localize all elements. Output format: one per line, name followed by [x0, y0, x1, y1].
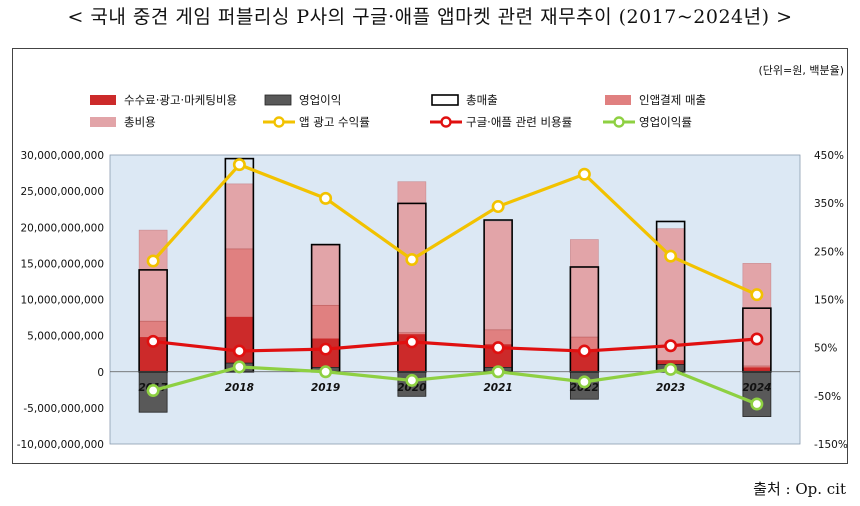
- legend-swatch: [431, 94, 459, 106]
- line-point-1: [405, 335, 419, 349]
- left-axis-tick-label: 0: [97, 367, 104, 379]
- line-point-0: [405, 253, 419, 267]
- right-axis-tick-label: 450%: [814, 150, 844, 162]
- legend-swatch: [605, 95, 631, 105]
- left-axis-tick-label: -10,000,000,000: [17, 439, 104, 451]
- left-axis-tick-label: -5,000,000,000: [23, 403, 104, 415]
- right-axis-tick-label: -50%: [814, 391, 841, 403]
- left-axis-tick-label: 25,000,000,000: [21, 186, 105, 198]
- line-point-0: [577, 167, 591, 181]
- right-axis-tick-label: 50%: [814, 343, 837, 355]
- bar-fee-ad-marketing: [570, 351, 599, 372]
- left-axis-tick-label: 5,000,000,000: [27, 331, 104, 343]
- line-point-0: [664, 249, 678, 263]
- legend-label: 앱 광고 수익률: [299, 115, 370, 129]
- plot-background: [109, 154, 801, 445]
- legend-swatch: [90, 117, 116, 127]
- bar-operating-profit: [742, 371, 772, 417]
- left-axis-tick-label: 20,000,000,000: [21, 222, 105, 234]
- legend-marker: [273, 116, 285, 128]
- legend-label: 인앱결제 매출: [639, 93, 706, 107]
- line-point-1: [750, 332, 764, 346]
- line-point-2: [146, 384, 160, 398]
- line-point-1: [146, 334, 160, 348]
- x-axis-category-label: 2019: [311, 382, 340, 394]
- line-point-1: [491, 341, 505, 355]
- right-axis-tick-label: -150%: [814, 439, 848, 451]
- line-point-0: [232, 158, 246, 172]
- line-series-0: [151, 163, 758, 297]
- legend-label: 총비용: [124, 115, 156, 129]
- line-point-1: [664, 339, 678, 353]
- line-point-1: [319, 342, 333, 356]
- line-point-0: [491, 200, 505, 214]
- legend-label: 영업이익률: [639, 115, 692, 129]
- line-point-2: [664, 362, 678, 376]
- left-axis-tick-label: 10,000,000,000: [21, 295, 105, 307]
- right-axis-tick-label: 150%: [814, 295, 844, 307]
- legend-label: 구글·애플 관련 비용률: [466, 115, 572, 129]
- legend-swatch: [264, 94, 292, 106]
- page-title: < 국내 중견 게임 퍼블리싱 P사의 구글·애플 앱마켓 관련 재무추이 (2…: [67, 6, 793, 28]
- line-point-2: [750, 397, 764, 411]
- line-point-1: [232, 344, 246, 358]
- unit-note: (단위=원, 백분율): [758, 64, 844, 77]
- line-point-0: [750, 288, 764, 302]
- x-axis-category-label: 2018: [225, 382, 254, 394]
- legend-label: 총매출: [466, 93, 498, 107]
- line-point-1: [577, 344, 591, 358]
- bar-fee-ad-marketing: [742, 367, 771, 372]
- bar-total-cost: [742, 263, 772, 373]
- x-axis-category-label: 2023: [656, 382, 685, 394]
- right-axis-tick-label: 350%: [814, 198, 844, 210]
- right-axis-tick-label: 250%: [814, 246, 844, 258]
- left-axis-tick-label: 15,000,000,000: [21, 258, 105, 270]
- legend-label: 영업이익: [299, 93, 341, 107]
- left-axis-tick-label: 30,000,000,000: [21, 150, 105, 162]
- line-point-2: [491, 365, 505, 379]
- line-point-2: [577, 375, 591, 389]
- legend-label: 수수료·광고·마케팅비용: [124, 93, 237, 107]
- legend-marker: [613, 116, 625, 128]
- legend-marker: [440, 116, 452, 128]
- line-point-2: [405, 373, 419, 387]
- line-point-2: [319, 365, 333, 379]
- line-series-1: [152, 337, 757, 353]
- legend-swatch: [90, 95, 116, 105]
- x-axis-category-label: 2020: [397, 382, 426, 394]
- line-series-2: [152, 365, 758, 406]
- source-note: 출처 : Op. cit: [753, 480, 846, 498]
- line-point-0: [319, 191, 333, 205]
- x-axis-category-label: 2024: [742, 382, 771, 394]
- line-point-0: [146, 254, 160, 268]
- x-axis-category-label: 2021: [484, 382, 513, 394]
- line-point-2: [232, 360, 246, 374]
